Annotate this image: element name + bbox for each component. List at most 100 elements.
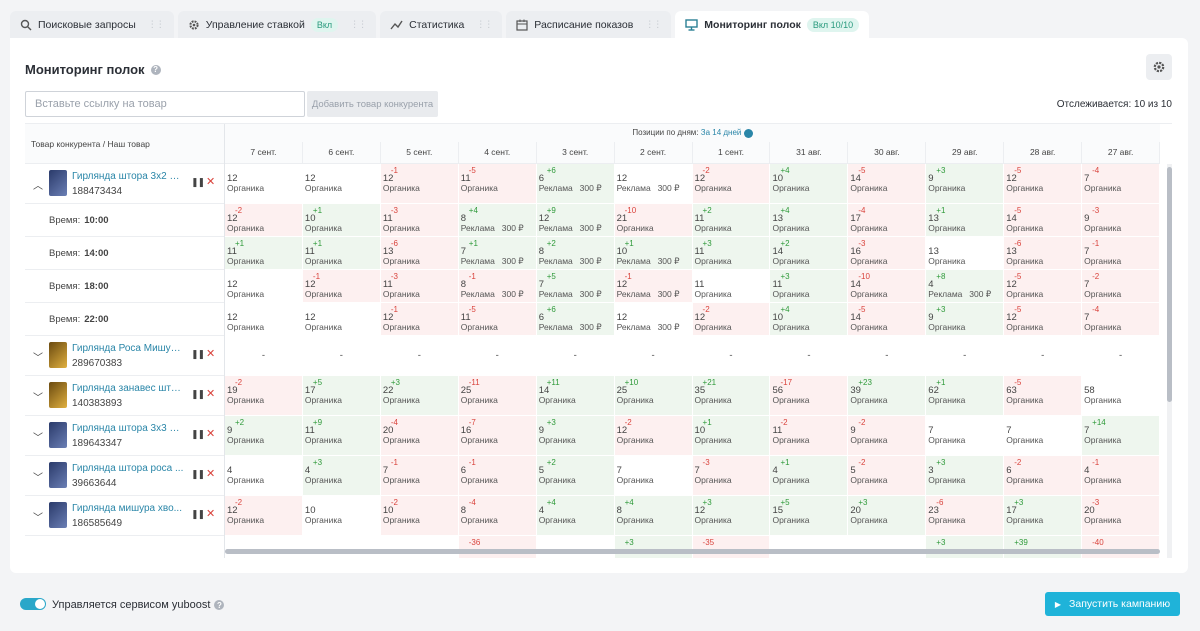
horizontal-scrollbar[interactable] [225,549,1160,554]
settings-button[interactable] [1146,54,1172,80]
close-icon[interactable]: ✕ [206,468,216,480]
placement-type: Органика [694,322,732,332]
tab-search[interactable]: Поисковые запросы ⋮⋮ [10,11,174,38]
position-value: 14 [772,246,784,257]
position-value: 9 [227,425,233,436]
bid-price: 300 ₽ [501,256,524,266]
chevron-down-icon[interactable]: ﹀ [33,473,43,484]
position-value: 16 [850,246,861,257]
position-cell: 63 -5 Органика [1004,376,1083,415]
product-link-input[interactable] [25,91,305,117]
empty-value: - [1119,350,1123,361]
product-name-link[interactable]: Гирлянда Роса Мишур... [72,343,184,354]
date-column-header: 28 авг. [1004,142,1083,163]
tracked-count: Отслеживается: 10 из 10 [1056,99,1172,110]
tab-monitor[interactable]: Мониторинг полок Вкл 10/10 [675,11,870,38]
pause-icon[interactable]: ❚❚ [191,509,205,519]
position-cell: 14 -5 Органика [848,303,927,335]
shelf-monitoring-panel: Мониторинг полок ? Добавить товар конкур… [10,38,1188,573]
product-name-link[interactable]: Гирлянда штора 3х3 U... [72,423,184,434]
position-cell: 58 Органика [1082,376,1161,415]
position-value: 58 [1084,385,1095,396]
close-icon[interactable]: ✕ [206,388,216,400]
position-value: 39 [850,385,861,396]
chevron-up-icon[interactable]: ︿ [33,181,43,192]
position-delta: -1 [1092,239,1100,248]
close-icon[interactable]: ✕ [206,348,216,360]
tab-gear[interactable]: Управление ставкой Вкл ⋮⋮ [177,11,377,38]
launch-campaign-button[interactable]: ▶ Запустить кампанию [1045,592,1180,616]
position-value: 11 [460,312,471,323]
positions-row: 12 -2 Органика 10 +1 Органика 11 -3 Органика 8 +4 Р… [225,204,1161,237]
position-value: 6 [1006,465,1012,476]
position-cell: 3 +3 Органика [926,456,1005,495]
placement-type: Органика [227,475,265,485]
position-value: 8 [460,213,467,224]
product-row: ︿ Гирлянда штора 3х2 U... 188473434 ❚❚ ✕ [25,164,224,204]
empty-value: - [885,350,889,361]
time-row-label: Время: 18:00 [25,270,224,303]
position-cell: 25 -11 Органика [458,376,537,415]
position-cell: 11 -3 Органика [380,204,459,236]
position-delta: -5 [858,305,866,314]
placement-type: Органика [616,435,654,445]
position-cell: 4 Органика [225,456,303,495]
placement-type: Органика [227,289,265,299]
position-value: 4 [304,465,311,476]
product-row: ﹀ Гирлянда занавес што... 140383893 ❚❚ ✕ [25,376,224,416]
chevron-down-icon[interactable]: ﹀ [33,513,43,524]
close-icon[interactable]: ✕ [206,428,216,440]
chevron-down-icon[interactable]: ﹀ [33,393,43,404]
position-cell: 12 +9 Реклама 300 ₽ [536,204,615,236]
vertical-scrollbar[interactable] [1167,167,1172,402]
product-name-link[interactable]: Гирлянда занавес што... [72,383,184,394]
help-icon[interactable]: ? [743,129,753,138]
placement-type: Органика [850,289,888,299]
drag-handle-icon[interactable]: ⋮⋮ [645,19,662,29]
pause-icon[interactable]: ❚❚ [191,389,205,399]
period-link[interactable]: За 14 дней [700,128,742,137]
position-cell: - [225,336,303,375]
position-value: 4 [928,279,934,290]
position-cell: 9 +3 Органика [926,303,1005,335]
pause-icon[interactable]: ❚❚ [191,429,205,439]
add-competitor-button[interactable]: Добавить товар конкурента [307,91,438,117]
product-name-link[interactable]: Гирлянда штора 3х2 U... [72,171,184,182]
placement-type: Органика [616,515,654,525]
tab-calendar[interactable]: Расписание показов ⋮⋮ [506,11,672,38]
position-cell: 10 +1 Органика [302,204,381,236]
tab-chart-line[interactable]: Статистика ⋮⋮ [380,11,503,38]
drag-handle-icon[interactable]: ⋮⋮ [350,19,367,29]
position-cell: 12 Органика [302,303,381,335]
position-value: 14 [1006,213,1017,224]
positions-row: 12 -2 Органика 10 Органика 10 -2 Органика 8 -4 Орг… [225,496,1161,536]
help-icon[interactable]: ? [214,600,225,610]
help-icon[interactable]: ? [150,64,161,75]
positions-row: -36 +3 -35 +3 +39 -40 [225,536,1161,558]
chevron-down-icon[interactable]: ﹀ [33,353,43,364]
position-cell: 11 Органика [692,270,771,302]
empty-value: - [807,350,811,361]
position-cell: 11 -5 Органика [458,303,537,335]
product-name-link[interactable]: Гирлянда мишура хво... [72,503,182,514]
managed-toggle[interactable] [20,598,46,610]
position-cell: 6 +6 Реклама 300 ₽ [536,164,615,203]
drag-handle-icon[interactable]: ⋮⋮ [476,19,493,29]
bid-price: 300 ₽ [657,256,680,266]
pause-icon[interactable]: ❚❚ [191,469,205,479]
positions-row: 4 Органика 4 +3 Органика 7 -1 Органика 6 -1 Органи… [225,456,1161,496]
chevron-down-icon[interactable]: ﹀ [33,433,43,444]
position-delta: +2 [780,239,790,248]
close-icon[interactable]: ✕ [206,176,216,188]
pause-icon[interactable]: ❚❚ [191,349,205,359]
product-name-link[interactable]: Гирлянда штора роса ... [72,463,184,474]
placement-type: Органика [772,183,810,193]
position-value: 12 [616,312,628,323]
position-delta: -3 [702,458,710,467]
drag-handle-icon[interactable]: ⋮⋮ [147,19,165,29]
position-value: 7 [616,465,622,476]
position-delta: +4 [780,166,790,175]
position-cell [225,536,303,558]
pause-icon[interactable]: ❚❚ [191,177,205,187]
close-icon[interactable]: ✕ [206,508,216,520]
